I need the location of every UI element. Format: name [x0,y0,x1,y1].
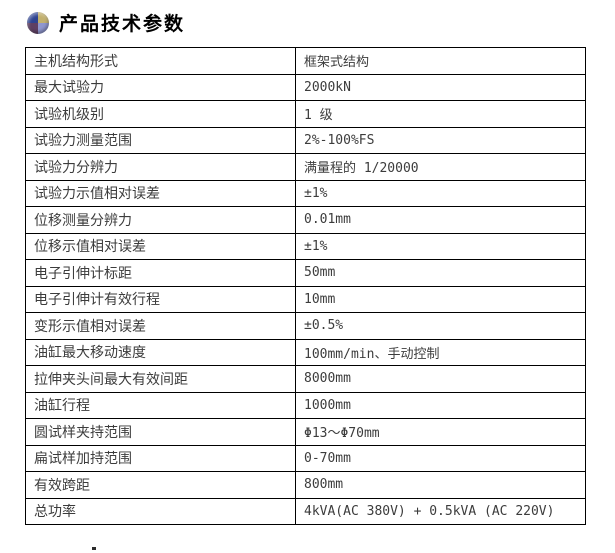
table-row: 最大试验力 2000kN [25,73,586,101]
param-value: 2000kN [295,73,586,101]
param-label: 变形示值相对误差 [25,312,296,340]
table-row: 扁试样加持范围 0-70mm [25,444,586,472]
table-row: 位移示值相对误差 ±1% [25,232,586,260]
page-title: 产品技术参数 [59,14,186,35]
param-label: 试验力示值相对误差 [25,179,296,207]
param-value: 0.01mm [295,206,586,234]
table-row: 变形示值相对误差 ±0.5% [25,312,586,340]
param-value: 50mm [295,259,586,287]
param-value: 0-70mm [295,444,586,472]
param-label: 试验机级别 [25,100,296,128]
param-label: 圆试样夹持范围 [25,418,296,446]
sphere-logo-icon [27,11,49,34]
table-row: 位移测量分辨力 0.01mm [25,206,586,234]
param-value: 2%-100%FS [295,126,586,154]
spec-table-body: 主机结构形式 框架式结构 最大试验力 2000kN 试验机级别 1 级试验力测量范围 2%-… [25,47,586,525]
param-value: ±1% [295,232,586,260]
table-row: 电子引伸计有效行程 10mm [25,285,586,313]
spec-table: 主机结构形式 框架式结构 最大试验力 2000kN 试验机级别 1 级试验力测量范围 2%-… [25,47,586,525]
param-value: 1 级 [295,100,586,128]
param-label: 拉伸夹头间最大有效间距 [25,365,296,393]
table-row: 试验力测量范围 2%-100%FS [25,126,586,154]
param-label: 油缸最大移动速度 [25,338,296,366]
param-label: 油缸行程 [25,391,296,419]
param-value: 框架式结构 [295,47,586,75]
table-row: 试验力示值相对误差 ±1% [25,179,586,207]
param-value: 1000mm [295,391,586,419]
param-label: 电子引伸计标距 [25,259,296,287]
param-value: 100mm/min、手动控制 [295,338,586,366]
param-value: 8000mm [295,365,586,393]
param-value: 4kVA(AC 380V) + 0.5kVA (AC 220V) [295,497,586,525]
table-row: 电子引伸计标距 50mm [25,259,586,287]
table-row: 圆试样夹持范围 Φ13～Φ70mm [25,418,586,446]
param-value: ±1% [295,179,586,207]
table-row: 油缸最大移动速度 100mm/min、手动控制 [25,338,586,366]
param-label: 位移示值相对误差 [25,232,296,260]
param-value: 10mm [295,285,586,313]
param-label: 总功率 [25,497,296,525]
param-label: 扁试样加持范围 [25,444,296,472]
param-value: 800mm [295,471,586,499]
table-row: 拉伸夹头间最大有效间距 8000mm [25,365,586,393]
table-row: 主机结构形式 框架式结构 [25,47,586,75]
param-value: ±0.5% [295,312,586,340]
param-label: 最大试验力 [25,73,296,101]
truncated-text-mark [92,547,96,550]
param-value: Φ13～Φ70mm [295,418,586,446]
param-label: 电子引伸计有效行程 [25,285,296,313]
param-value: 满量程的 1/20000 [295,153,586,181]
param-label: 试验力分辨力 [25,153,296,181]
table-row: 油缸行程 1000mm [25,391,586,419]
table-row: 试验力分辨力 满量程的 1/20000 [25,153,586,181]
param-label: 有效跨距 [25,471,296,499]
table-row: 试验机级别 1 级 [25,100,586,128]
param-label: 主机结构形式 [25,47,296,75]
param-label: 位移测量分辨力 [25,206,296,234]
table-row: 有效跨距 800mm [25,471,586,499]
page-header: 产品技术参数 [27,9,185,36]
param-label: 试验力测量范围 [25,126,296,154]
table-row: 总功率 4kVA(AC 380V) + 0.5kVA (AC 220V) [25,497,586,525]
